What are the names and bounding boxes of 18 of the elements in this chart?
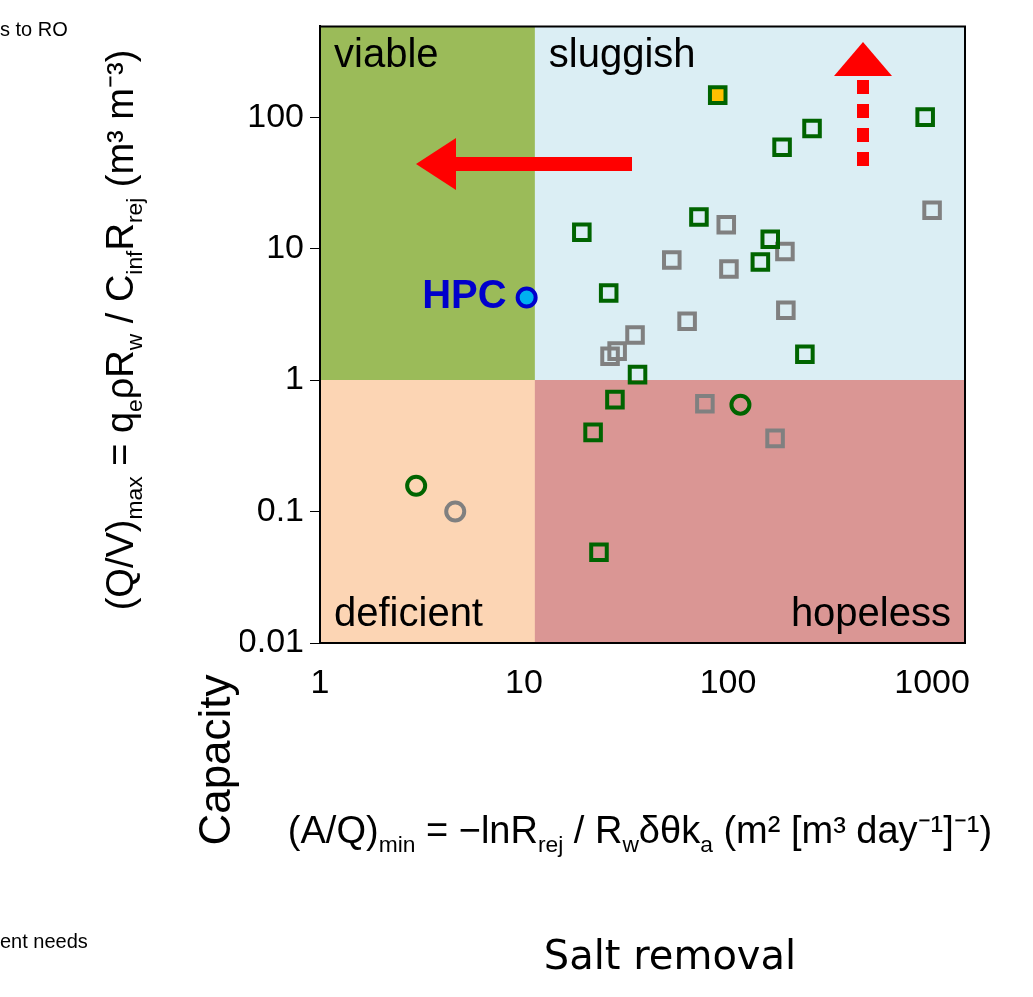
text: (A/Q)$_{min}$ = −lnR$_{rej}$ / R$_{w}$δθk$_{a}$ (m² [m³ day⁻¹]⁻¹) xyxy=(287,809,993,857)
x-tick-label: 1 xyxy=(310,661,330,700)
band-label: hopeless xyxy=(790,590,951,635)
text: s to RO xyxy=(0,18,68,41)
x-tick-label: 10 xyxy=(505,661,543,700)
text: Capacity xyxy=(190,674,240,846)
band-label: sluggish xyxy=(548,31,696,76)
y-tick-label: 10 xyxy=(266,226,304,265)
band-label: deficient xyxy=(334,590,483,635)
series-label: HPC xyxy=(422,272,507,317)
text: Salt removal xyxy=(543,932,797,978)
y-tick-label: 0.1 xyxy=(256,489,304,528)
band-label: viable xyxy=(334,31,439,76)
y-tick-label: 100 xyxy=(247,95,304,134)
y-tick-label: 1 xyxy=(285,358,304,397)
x-tick-label: 1000 xyxy=(894,661,970,700)
text: ent needs xyxy=(0,930,88,953)
x-tick-label: 100 xyxy=(699,661,757,700)
